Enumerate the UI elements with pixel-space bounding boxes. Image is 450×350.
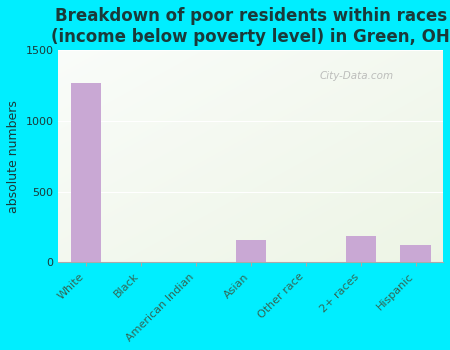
Bar xyxy=(400,245,431,262)
Y-axis label: absolute numbers: absolute numbers xyxy=(7,100,20,213)
Bar xyxy=(236,240,266,262)
Title: Breakdown of poor residents within races
(income below poverty level) in Green, : Breakdown of poor residents within races… xyxy=(51,7,450,46)
Bar xyxy=(71,83,101,262)
Text: City-Data.com: City-Data.com xyxy=(320,71,394,80)
Bar xyxy=(346,236,376,262)
